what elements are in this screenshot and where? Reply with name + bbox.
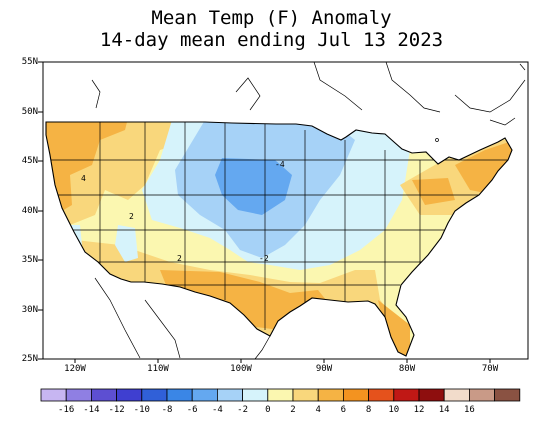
map-title: Mean Temp (F) Anomaly	[151, 7, 392, 29]
color-scale-label: -8	[161, 405, 173, 415]
color-scale-swatch	[468, 388, 495, 402]
color-scale-swatch	[242, 388, 269, 402]
lon-label: 100W	[230, 364, 252, 374]
color-scale-swatch	[91, 388, 118, 402]
color-scale-swatch	[368, 388, 395, 402]
color-scale-swatch	[216, 388, 243, 402]
color-scale-swatch	[141, 388, 168, 402]
color-scale-swatch	[40, 388, 67, 402]
color-scale-swatch	[494, 388, 521, 402]
color-scale-swatch	[317, 388, 344, 402]
color-scale-label: 0	[265, 405, 271, 415]
lon-label: 110W	[147, 364, 169, 374]
lat-label: 55N	[21, 57, 38, 67]
contour-label: 2	[129, 212, 134, 221]
map-subtitle: 14-day mean ending Jul 13 2023	[99, 29, 444, 51]
lat-label: 40N	[21, 206, 38, 216]
color-scale-swatch	[267, 388, 294, 402]
contour-label: 2	[177, 254, 182, 263]
color-scale-label: -14	[83, 405, 100, 415]
color-scale-label: 4	[315, 405, 321, 415]
lon-label: 80W	[398, 364, 416, 374]
color-scale-swatch	[166, 388, 193, 402]
lon-label: 90W	[315, 364, 333, 374]
color-scale-swatch	[443, 388, 470, 402]
lon-label: 70W	[481, 364, 499, 374]
color-scale-label: -4	[211, 405, 223, 415]
lat-label: 30N	[21, 305, 38, 315]
color-scale-label: -12	[108, 405, 125, 415]
lat-label: 25N	[21, 354, 38, 364]
color-scale-swatch	[191, 388, 218, 402]
color-scale-swatch	[292, 388, 319, 402]
color-scale-label: 14	[438, 405, 450, 415]
color-scale-label: -10	[133, 405, 150, 415]
color-scale-label: 10	[388, 405, 400, 415]
lat-label: 50N	[21, 107, 38, 117]
color-scale-label: 12	[413, 405, 425, 415]
color-scale-label: -2	[237, 405, 249, 415]
color-scale-label: -6	[186, 405, 198, 415]
contour-label: -4	[275, 160, 285, 169]
color-scale-swatch	[393, 388, 420, 402]
color-scale-label: 6	[340, 405, 347, 415]
contour-label: 4	[81, 174, 86, 183]
color-scale-label: -16	[58, 405, 75, 415]
neighbor-coastlines	[91, 61, 526, 360]
color-scale-swatch	[65, 388, 92, 402]
color-scale-swatch	[418, 388, 445, 402]
contour-label: -2	[259, 254, 269, 263]
color-scale-swatch	[342, 388, 369, 402]
lat-label: 45N	[21, 156, 38, 166]
lat-label: 35N	[21, 255, 38, 265]
color-scale-label: 2	[290, 405, 296, 415]
lon-label: 120W	[64, 364, 86, 374]
color-scale-label: 16	[463, 405, 475, 415]
color-scale-label: 8	[365, 405, 372, 415]
color-scale-swatch	[116, 388, 143, 402]
